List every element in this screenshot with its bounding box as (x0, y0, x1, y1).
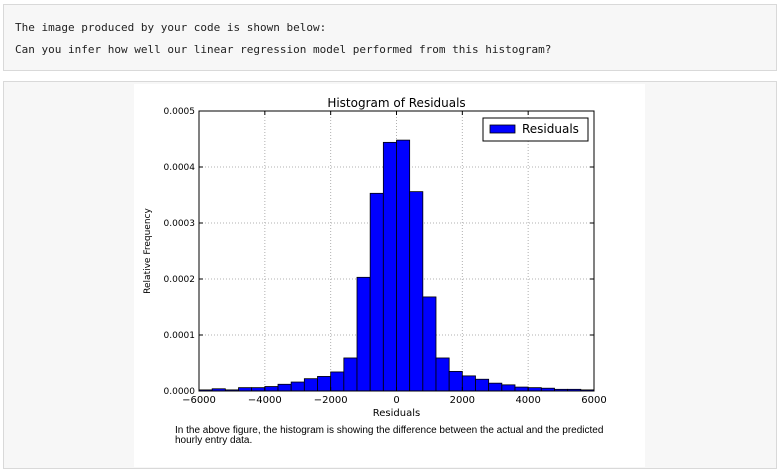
prompt-line-1: The image produced by your code is shown… (15, 21, 327, 34)
histogram-bar (475, 378, 490, 392)
histogram-bar (514, 386, 529, 392)
histogram-bar (330, 371, 345, 392)
y-tick-label: 0.0004 (164, 163, 196, 173)
y-axis-label: Relative Frequency (143, 208, 153, 294)
histogram-bar (396, 139, 411, 392)
histogram-bar (238, 387, 253, 392)
figure-caption: In the above figure, the histogram is sh… (175, 425, 604, 446)
legend-label-residuals: Residuals (522, 122, 579, 136)
x-tick-label: −4000 (248, 395, 282, 406)
histogram-bar (356, 276, 371, 392)
histogram-bar (303, 378, 318, 392)
histogram-bar (488, 382, 503, 392)
histogram-bar (317, 376, 332, 392)
x-tick-label: 2000 (450, 395, 475, 406)
histogram-bar (448, 370, 463, 392)
x-tick-label: 4000 (515, 395, 540, 406)
y-tick-label: 0.0005 (164, 107, 196, 117)
x-tick-label: 6000 (581, 395, 606, 406)
histogram-bar (435, 357, 450, 392)
legend-swatch-residuals (489, 124, 516, 134)
histogram-bar (369, 192, 384, 392)
x-tick-label: −6000 (182, 395, 216, 406)
histogram-bar (501, 384, 516, 392)
histogram-bar (422, 296, 437, 392)
x-axis-label: Residuals (373, 408, 420, 419)
y-tick-label: 0.0001 (164, 331, 196, 341)
prompt-line-2: Can you infer how well our linear regres… (15, 43, 552, 56)
histogram-bar (461, 375, 476, 392)
y-tick-label: 0.0000 (164, 387, 196, 397)
legend-box (482, 117, 589, 142)
histogram-bar (264, 386, 279, 392)
histogram-bar (409, 191, 424, 392)
histogram-bar (527, 387, 542, 392)
histogram-bar (382, 141, 397, 392)
x-tick-label: 0 (393, 395, 399, 406)
histogram-bar (277, 383, 292, 392)
histogram-bars (198, 139, 595, 392)
y-tick-label: 0.0002 (164, 275, 196, 285)
chart-title: Histogram of Residuals (327, 96, 465, 110)
prompt-cell: The image produced by your code is shown… (3, 4, 777, 71)
y-tick-label: 0.0003 (164, 219, 196, 229)
axis-ticks: −6000 −4000 −2000 0 2000 4000 6000 0.0000 0.0001… (164, 107, 607, 406)
histogram-bar (343, 357, 358, 392)
x-tick-label: −2000 (314, 395, 348, 406)
histogram-bar (290, 381, 305, 392)
histogram-bar (251, 387, 266, 392)
chart-legend: Residuals (482, 117, 589, 142)
